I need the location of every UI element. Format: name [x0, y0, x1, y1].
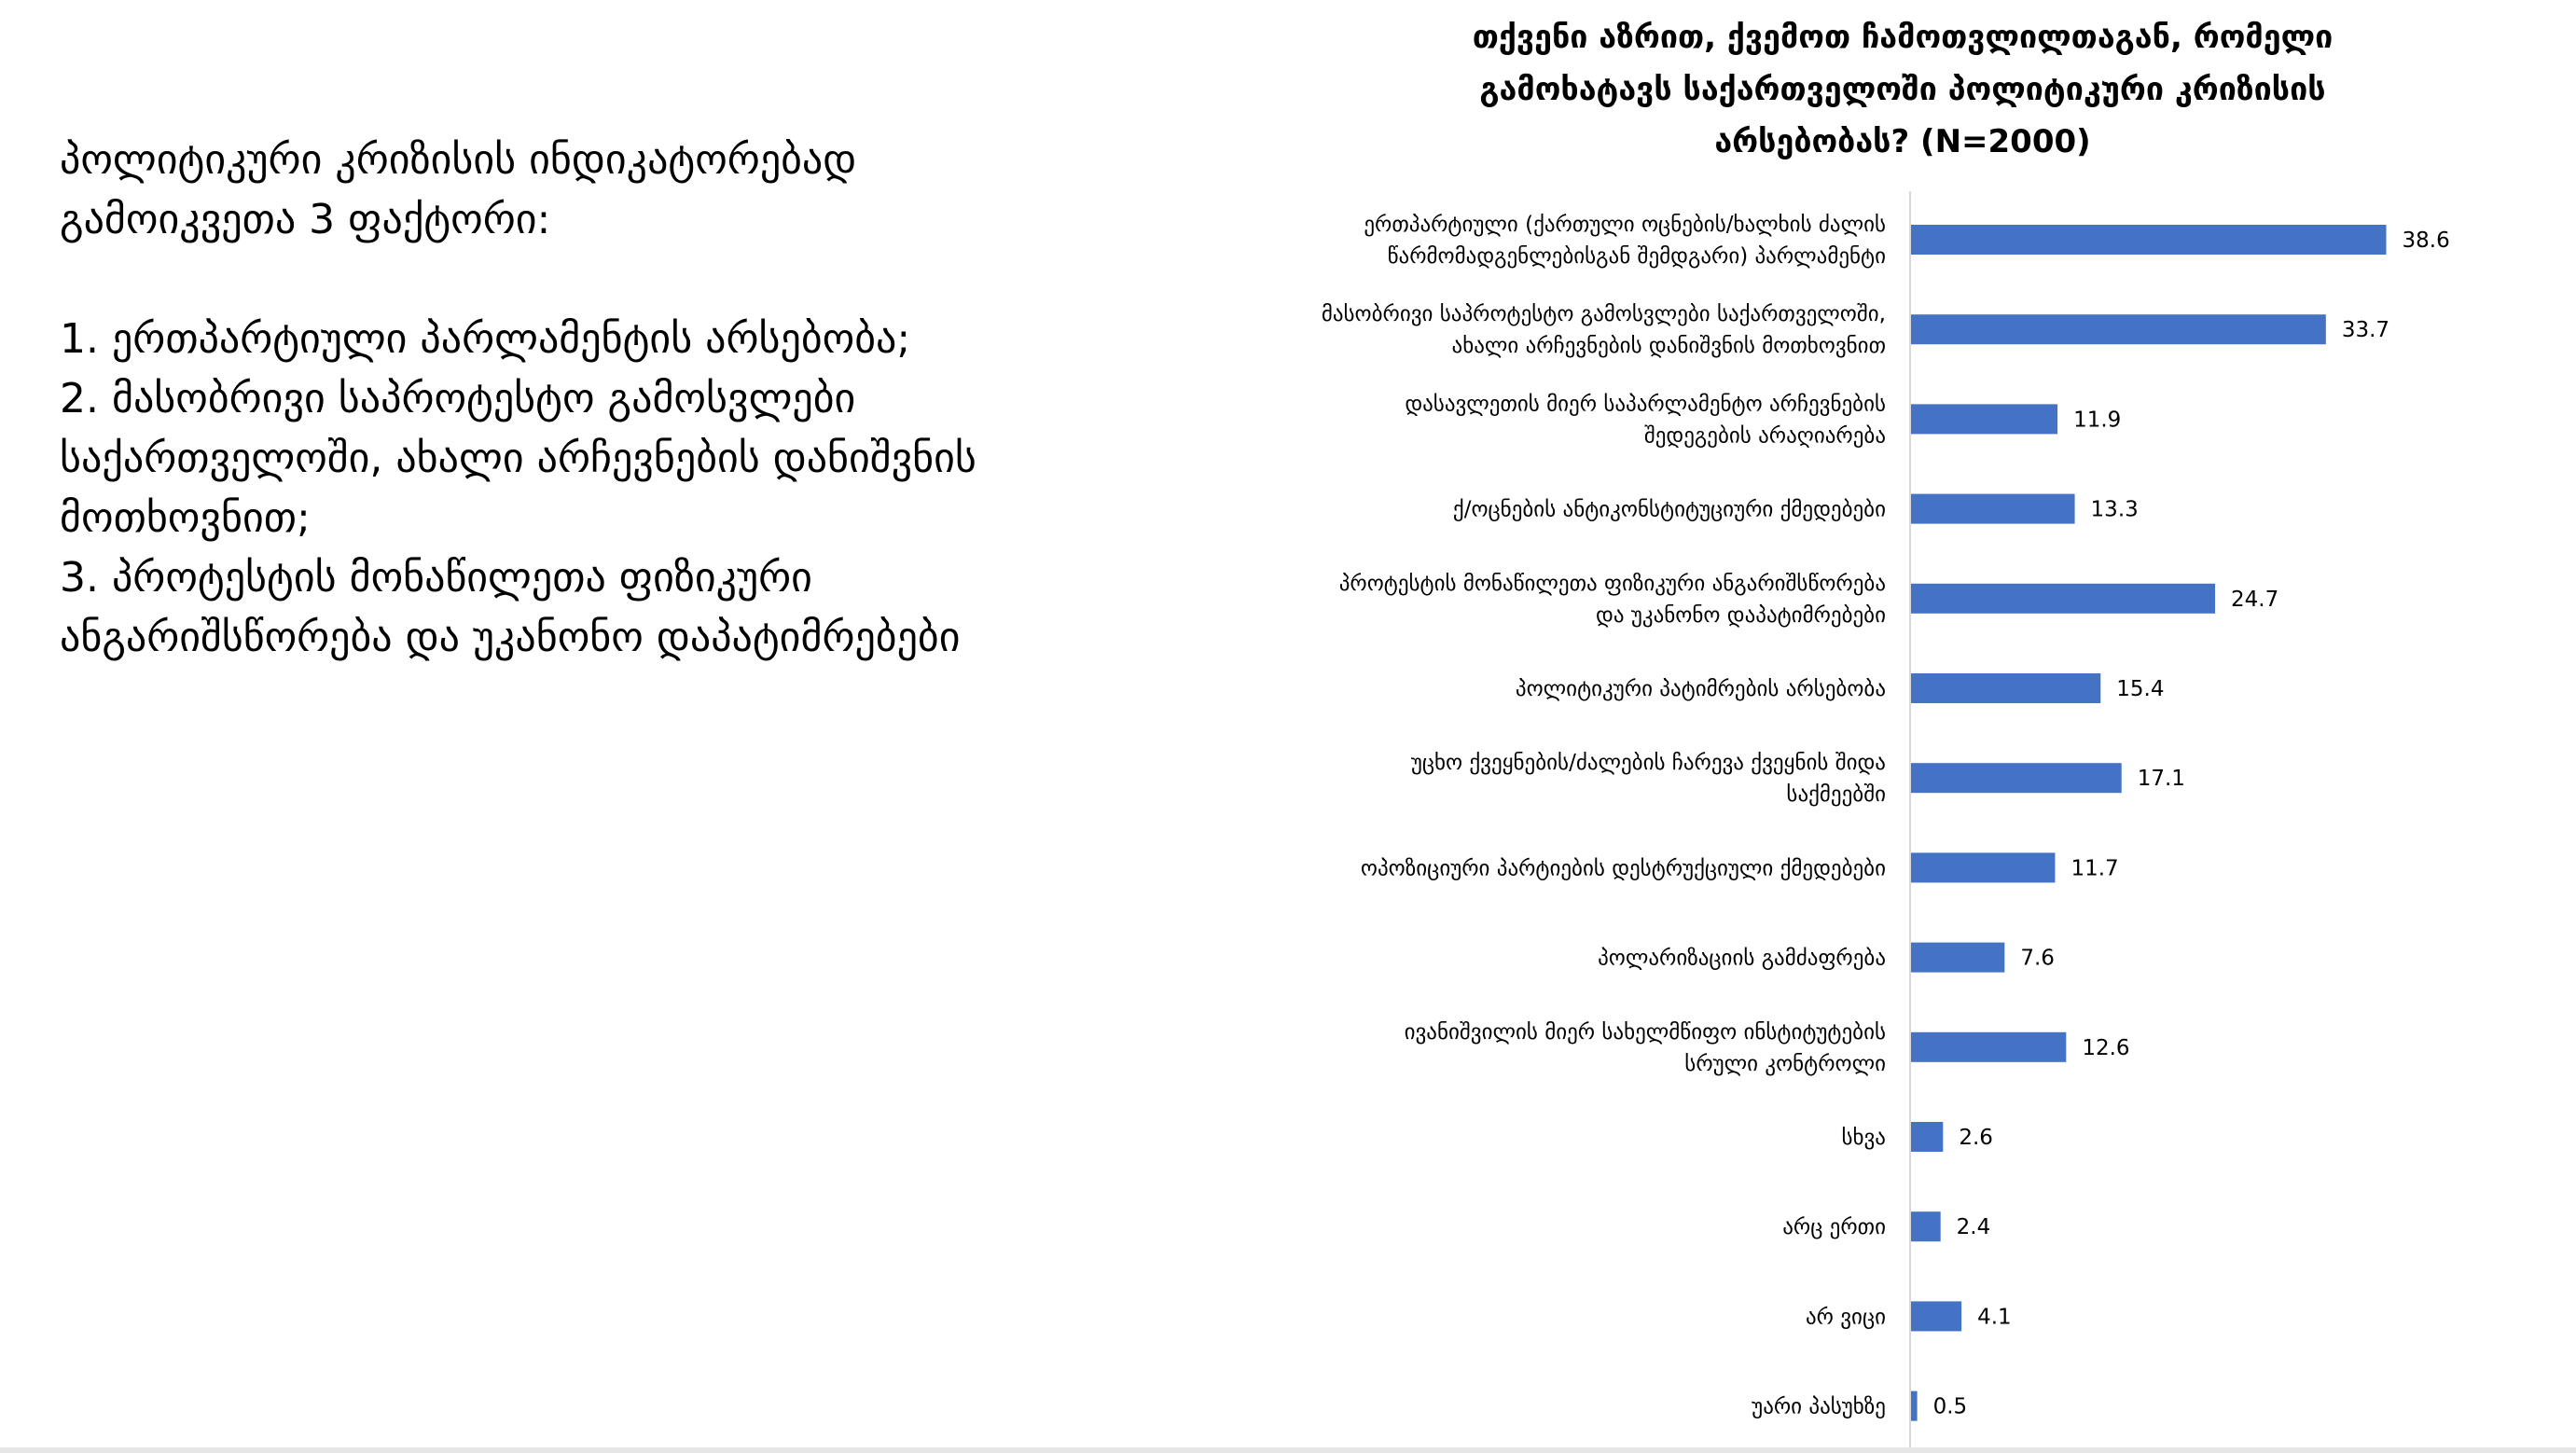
value-label: 2.6	[1959, 1126, 1993, 1150]
value-label: 12.6	[2082, 1036, 2129, 1060]
value-label: 33.7	[2342, 318, 2389, 342]
value-label: 11.9	[2073, 408, 2121, 432]
left-panel: პოლიტიკური კრიზისის ინდიკატორებად გამოიკ…	[60, 131, 1142, 668]
category-label: პროტესტის მონაწილეთა ფიზიკური ანგარიშსწო…	[1339, 572, 1886, 628]
category-label: მასობრივი საპროტესტო გამოსვლები საქართვე…	[1322, 302, 1886, 358]
bottom-divider	[0, 1447, 2576, 1453]
category-label: ოპოზიციური პარტიების დესტრუქციული ქმედებ…	[1361, 856, 1886, 880]
value-label: 4.1	[1977, 1305, 2012, 1329]
category-label: არც ერთი	[1782, 1215, 1886, 1239]
bar	[1911, 763, 2122, 794]
left-panel-point-2: 2. მასობრივი საპროტესტო გამოსვლები საქარ…	[60, 375, 976, 542]
left-panel-point-3: 3. პროტესტის მონაწილეთა ფიზიკური ანგარიშ…	[60, 554, 961, 661]
bar	[1911, 225, 2387, 255]
bar	[1911, 1211, 1941, 1242]
bar	[1911, 583, 2216, 614]
value-label: 13.3	[2091, 498, 2139, 522]
category-label: უცხო ქვეყნების/ძალების ჩარევა ქვეყნის ში…	[1411, 751, 1886, 807]
bar	[1911, 1122, 1944, 1152]
chart-title: თქვენი აზრით, ქვემოთ ჩამოთვლილთაგან, რომ…	[1472, 19, 2334, 160]
bar	[1911, 852, 2056, 883]
value-label: 7.6	[2020, 947, 2055, 971]
bar	[1911, 1031, 2067, 1062]
category-label: დასავლეთის მიერ საპარლამენტო არჩევნების შ…	[1405, 392, 1886, 448]
value-label: 0.5	[1933, 1395, 1968, 1419]
value-label: 15.4	[2116, 677, 2164, 701]
bar	[1911, 673, 2101, 703]
value-label: 11.7	[2070, 856, 2118, 880]
category-label: სხვა	[1841, 1126, 1886, 1150]
bar	[1911, 314, 2326, 345]
value-label: 38.6	[2403, 228, 2450, 253]
value-label: 2.4	[1957, 1215, 1991, 1239]
category-label: ერთპარტიული (ქართული ოცნების/ხალხის ძალი…	[1364, 213, 1886, 269]
bar	[1911, 942, 2005, 973]
bar	[1911, 493, 2075, 524]
left-panel-heading: პოლიტიკური კრიზისის ინდიკატორებად გამოიკ…	[60, 136, 857, 243]
category-label: უარი პასუხზე	[1752, 1395, 1886, 1419]
category-label: პოლარიზაციის გამძაფრება	[1598, 947, 1886, 971]
bar	[1911, 404, 2058, 435]
bar	[1911, 1391, 1918, 1421]
value-label: 24.7	[2231, 588, 2278, 612]
category-label: პოლიტიკური პატიმრების არსებობა	[1516, 677, 1886, 701]
left-panel-point-1: 1. ერთპარტიული პარლამენტის არსებობა;	[60, 315, 911, 363]
category-label: ივანიშვილის მიერ სახელმწიფო ინსტიტუტების…	[1405, 1020, 1886, 1076]
category-label: არ ვიცი	[1806, 1305, 1886, 1329]
value-label: 17.1	[2138, 767, 2185, 791]
category-label: ქ/ოცნების ანტიკონსტიტუციური ქმედებები	[1453, 498, 1886, 522]
bar	[1911, 1301, 1962, 1332]
